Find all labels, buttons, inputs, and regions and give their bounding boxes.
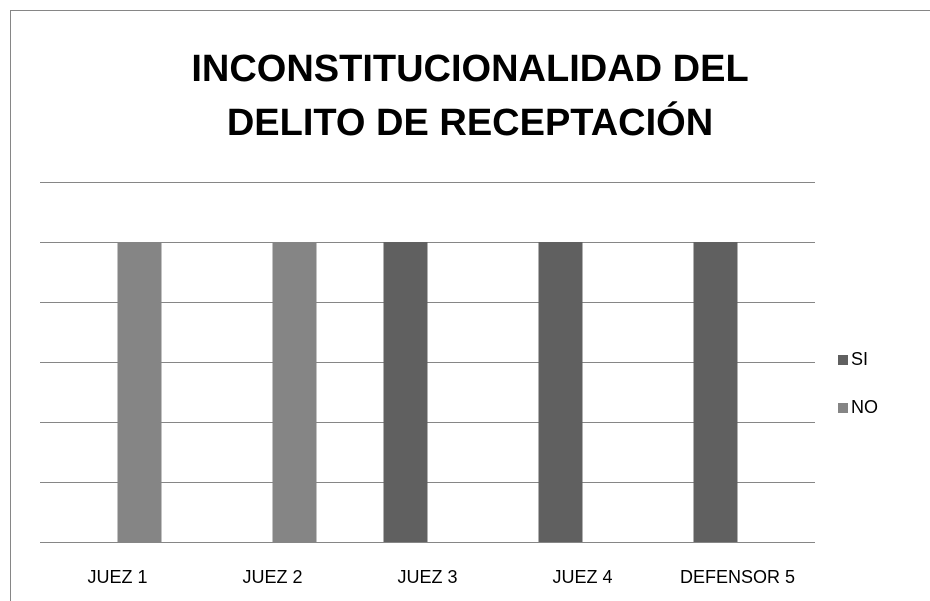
x-tick-label: DEFENSOR 5	[680, 567, 795, 587]
bar	[538, 242, 583, 542]
legend-label: NO	[851, 397, 878, 417]
bar	[117, 242, 162, 542]
bar	[272, 242, 317, 542]
x-tick-label: JUEZ 2	[242, 567, 302, 587]
legend-label: SI	[851, 349, 868, 369]
chart-title: INCONSTITUCIONALIDAD DEL DELITO DE RECEP…	[191, 48, 749, 144]
legend-swatch	[838, 403, 848, 413]
x-tick-label: JUEZ 4	[552, 567, 612, 587]
x-tick-label: JUEZ 3	[397, 567, 457, 587]
bar	[693, 242, 738, 542]
chart-border	[10, 10, 930, 601]
legend-swatch	[838, 355, 848, 365]
x-tick-label: JUEZ 1	[87, 567, 147, 587]
bar	[383, 242, 428, 542]
